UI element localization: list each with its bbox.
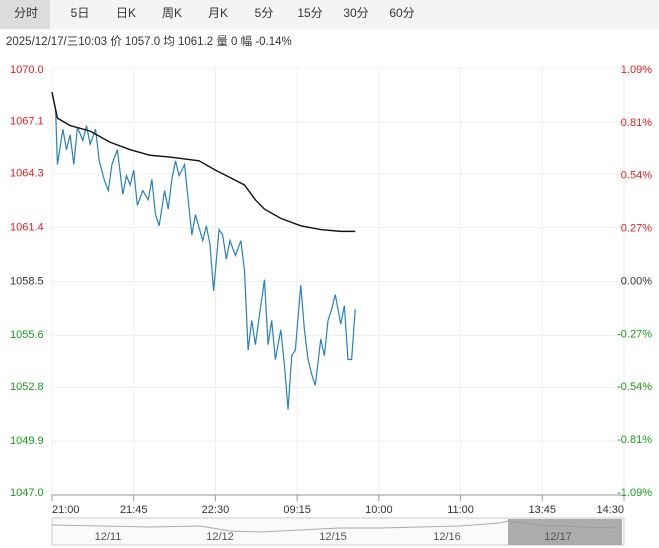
x-tick-label: 09:15 <box>283 504 311 516</box>
y-tick-label: 1061.4 <box>10 222 44 234</box>
tab[interactable]: 30分 <box>343 6 368 20</box>
x-tick-label: 13:45 <box>529 504 557 516</box>
y2-tick-label: -1.09% <box>617 487 652 499</box>
tab-bar <box>0 0 659 29</box>
tab[interactable]: 月K <box>208 6 228 20</box>
x-tick-label: 14:30 <box>596 504 624 516</box>
tab[interactable]: 日K <box>116 6 136 20</box>
y2-tick-label: 1.09% <box>621 64 652 76</box>
navigator-window <box>508 519 622 545</box>
y-tick-label: 1052.8 <box>10 381 44 393</box>
tab[interactable]: 周K <box>162 6 182 20</box>
price-line <box>51 92 356 410</box>
navigator-label: 12/12 <box>206 531 234 543</box>
y-tick-label: 1049.9 <box>10 435 44 447</box>
x-tick-label: 11:00 <box>447 504 474 516</box>
price-line <box>51 91 356 233</box>
info-line: 2025/12/17/三10:03 价 1057.0 均 1061.2 量 0 … <box>6 35 292 48</box>
y2-tick-label: -0.54% <box>617 381 652 393</box>
navigator-label: 12/15 <box>319 531 347 543</box>
x-tick-label: 21:00 <box>52 504 80 516</box>
y-tick-label: 1070.0 <box>10 64 44 76</box>
y-tick-label: 1047.0 <box>10 487 44 499</box>
tab[interactable]: 15分 <box>297 6 322 20</box>
y2-tick-label: 0.81% <box>621 117 652 129</box>
y2-tick-label: -0.27% <box>617 328 652 340</box>
tab-active <box>0 0 50 29</box>
tab[interactable]: 分时 <box>14 6 38 20</box>
y-tick-label: 1064.3 <box>10 168 44 180</box>
x-tick-label: 22:30 <box>202 504 230 516</box>
x-tick-label: 10:00 <box>365 504 393 516</box>
y-tick-label: 1055.6 <box>10 329 44 341</box>
tab[interactable]: 5日 <box>71 6 90 20</box>
y2-tick-label: 0.00% <box>621 275 652 287</box>
y2-tick-label: 0.54% <box>621 170 652 182</box>
y-tick-label: 1067.1 <box>10 116 44 128</box>
y-tick-label: 1058.5 <box>10 275 44 287</box>
navigator-label: 12/16 <box>433 531 461 543</box>
tab[interactable]: 60分 <box>389 6 414 20</box>
navigator-label: 12/11 <box>95 531 122 543</box>
navigator-label: 12/17 <box>544 531 572 543</box>
x-tick-label: 21:45 <box>120 504 148 516</box>
y2-tick-label: -0.81% <box>617 434 652 446</box>
tab[interactable]: 5分 <box>255 6 274 20</box>
y2-tick-label: 0.27% <box>621 223 652 235</box>
